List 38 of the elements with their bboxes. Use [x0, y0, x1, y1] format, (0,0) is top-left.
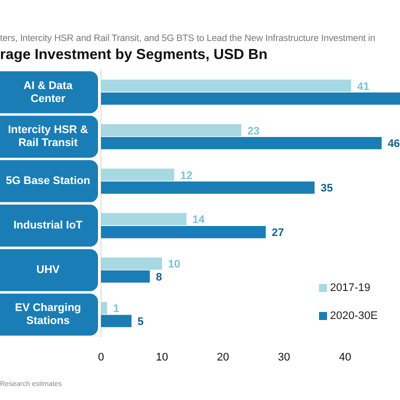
y-tick-label: AI & Data Center: [24, 80, 74, 105]
data-label: 1: [113, 303, 120, 316]
bar: [101, 181, 315, 194]
data-label: 35: [320, 182, 333, 195]
x-tick-label: 0: [98, 351, 104, 364]
bar: [101, 168, 174, 181]
data-label: 12: [180, 170, 192, 182]
bar: [101, 314, 132, 328]
y-tick-label: Intercity HSR & Rail Transit: [8, 124, 88, 150]
bar: [101, 226, 266, 238]
x-tick-label: 10: [156, 351, 168, 364]
data-label: 41: [357, 80, 370, 93]
data-label: 23: [247, 125, 260, 138]
y-tick-label: 5G Base Station: [6, 175, 90, 188]
chart-title: ters, Intercity HSR and Rail Transit, and 5G BTS to Lead the New Infrastructure Investment in: [0, 33, 376, 43]
x-tick-label: 30: [278, 351, 290, 364]
y-tick-label: EV Charging Stations: [14, 302, 82, 328]
data-label: 14: [192, 214, 206, 226]
bar: [101, 270, 150, 283]
bar: [101, 258, 162, 270]
data-label: 5: [138, 316, 144, 328]
legend-label: 2017-19: [330, 282, 370, 294]
bar: [101, 302, 108, 314]
bar: [101, 137, 382, 150]
bar: [101, 213, 186, 226]
y-tick-label: UHV: [36, 264, 60, 276]
x-tick-label: 40: [338, 351, 352, 364]
bar: [101, 92, 400, 105]
bar: [101, 80, 352, 92]
data-label: 8: [156, 272, 162, 284]
data-label: 27: [272, 227, 284, 240]
x-tick-label: 20: [216, 351, 230, 364]
y-tick-label: Industrial IoT: [13, 220, 83, 232]
legend-label: 2020-30E: [330, 310, 378, 322]
data-label: 10: [168, 258, 180, 271]
data-label: 46: [388, 138, 400, 150]
bar: [101, 124, 242, 136]
chart-subtitle: rage Investment by Segments, USD Bn: [0, 47, 268, 63]
